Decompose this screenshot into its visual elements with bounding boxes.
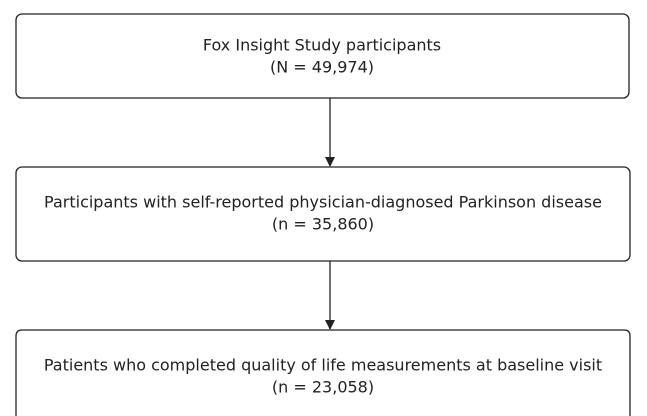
node-count: (n = 23,058) [272,378,374,397]
box [15,329,631,416]
node-label: Fox Insight Study participants [203,36,441,55]
box [15,166,631,262]
box [15,13,630,99]
node-count: (N = 49,974) [270,58,374,77]
node-label: Participants with self-reported physicia… [44,193,602,212]
node-label: Patients who completed quality of life m… [44,356,602,375]
node-count: (n = 35,860) [272,215,374,234]
